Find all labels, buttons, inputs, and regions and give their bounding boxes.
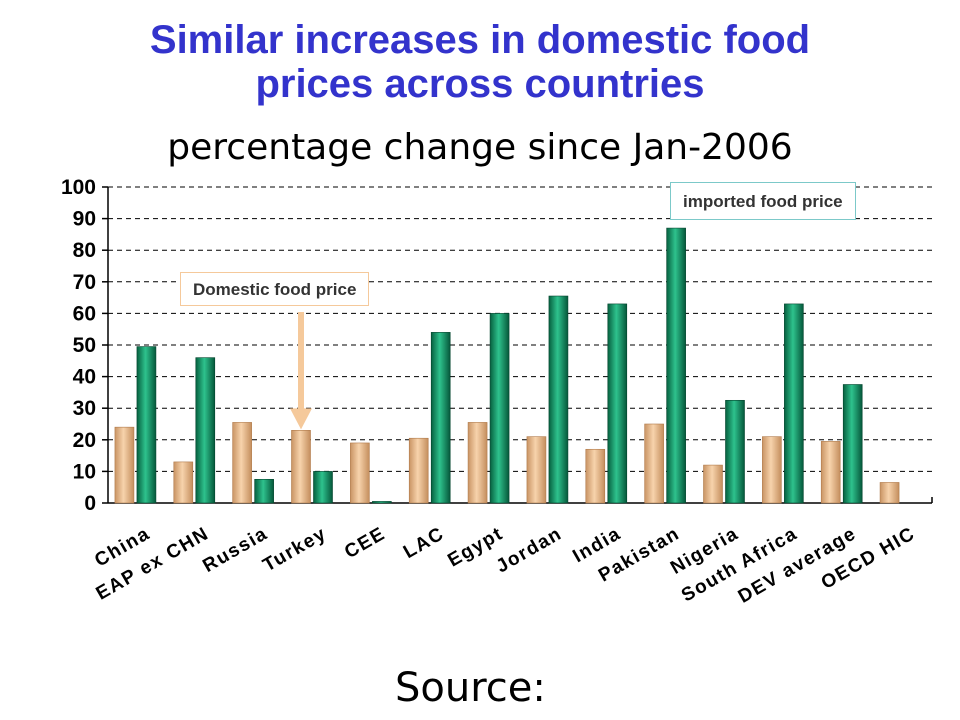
- bar-imported: [666, 227, 686, 504]
- bar-domestic: [644, 423, 664, 504]
- bar-domestic: [232, 422, 252, 504]
- bar-domestic: [526, 436, 547, 504]
- chart-subtitle: percentage change since Jan-2006: [167, 127, 793, 168]
- y-tick-label: 10: [73, 460, 96, 483]
- chart-title: Similar increases in domestic food price…: [0, 18, 960, 106]
- y-tick-label: 40: [73, 366, 96, 389]
- y-tick-label: 60: [73, 302, 96, 325]
- bar-domestic: [762, 436, 782, 504]
- y-tick-label: 100: [61, 176, 96, 199]
- bar-domestic: [585, 448, 606, 504]
- y-tick-label: 0: [84, 492, 96, 515]
- bar-domestic: [173, 461, 194, 504]
- x-tick-label: CEE: [341, 523, 389, 563]
- y-tick-label: 80: [73, 239, 96, 262]
- bar-domestic: [350, 442, 370, 504]
- y-tick-label: 90: [73, 208, 96, 231]
- y-tick-label: 50: [73, 334, 96, 357]
- bar-imported: [725, 399, 745, 504]
- title-line-2: prices across countries: [255, 62, 705, 106]
- x-tick-label: Russia: [199, 523, 271, 577]
- bar-domestic: [879, 482, 900, 504]
- bar-domestic: [408, 437, 429, 504]
- x-tick-label: Turkey: [259, 523, 330, 576]
- bar-domestic: [820, 441, 841, 504]
- y-tick-label: 30: [73, 397, 96, 420]
- bar-domestic: [467, 422, 488, 504]
- bar-imported: [784, 303, 804, 504]
- bar-domestic: [114, 426, 135, 504]
- annotation-arrow: [290, 312, 312, 430]
- bars: [114, 227, 900, 504]
- bar-imported: [842, 384, 863, 504]
- bar-imported: [607, 303, 628, 504]
- bar-imported: [254, 478, 274, 504]
- source-label: Source:: [395, 665, 546, 711]
- x-tick-label: Jordan: [493, 523, 566, 577]
- x-tick-label: LAC: [400, 523, 448, 563]
- arrow-head: [290, 408, 312, 430]
- domestic-food-price-label: Domestic food price: [180, 272, 370, 306]
- bar-imported: [548, 295, 569, 504]
- bar-imported: [430, 332, 451, 504]
- bar-imported: [136, 346, 157, 504]
- bar-domestic: [703, 464, 723, 504]
- bar-domestic: [291, 430, 311, 504]
- imported-food-price-label: imported food price: [670, 182, 856, 220]
- bar-imported: [313, 471, 333, 504]
- bar-imported: [489, 313, 510, 504]
- y-tick-label: 20: [73, 429, 96, 452]
- y-tick-label: 70: [73, 271, 96, 294]
- title-line-1: Similar increases in domestic food: [149, 18, 811, 62]
- gridlines: [108, 186, 932, 472]
- bar-imported: [195, 357, 216, 504]
- bar-imported: [372, 501, 392, 504]
